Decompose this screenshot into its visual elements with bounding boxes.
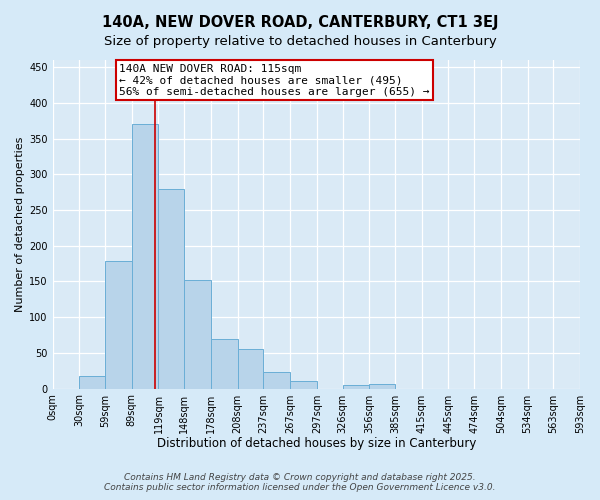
Text: Contains HM Land Registry data © Crown copyright and database right 2025.
Contai: Contains HM Land Registry data © Crown c… [104, 473, 496, 492]
Bar [290, 382, 317, 388]
Bar [132, 124, 158, 388]
Bar [369, 384, 395, 388]
Bar [211, 338, 238, 388]
Text: 140A, NEW DOVER ROAD, CANTERBURY, CT1 3EJ: 140A, NEW DOVER ROAD, CANTERBURY, CT1 3E… [102, 15, 498, 30]
Bar [184, 280, 211, 388]
Text: 140A NEW DOVER ROAD: 115sqm
← 42% of detached houses are smaller (495)
56% of se: 140A NEW DOVER ROAD: 115sqm ← 42% of det… [119, 64, 430, 97]
Bar [343, 385, 369, 388]
Text: Size of property relative to detached houses in Canterbury: Size of property relative to detached ho… [104, 35, 496, 48]
X-axis label: Distribution of detached houses by size in Canterbury: Distribution of detached houses by size … [157, 437, 476, 450]
Y-axis label: Number of detached properties: Number of detached properties [15, 136, 25, 312]
Bar [238, 350, 263, 389]
Bar [263, 372, 290, 388]
Bar [79, 376, 105, 388]
Bar [105, 262, 132, 388]
Bar [158, 188, 184, 388]
